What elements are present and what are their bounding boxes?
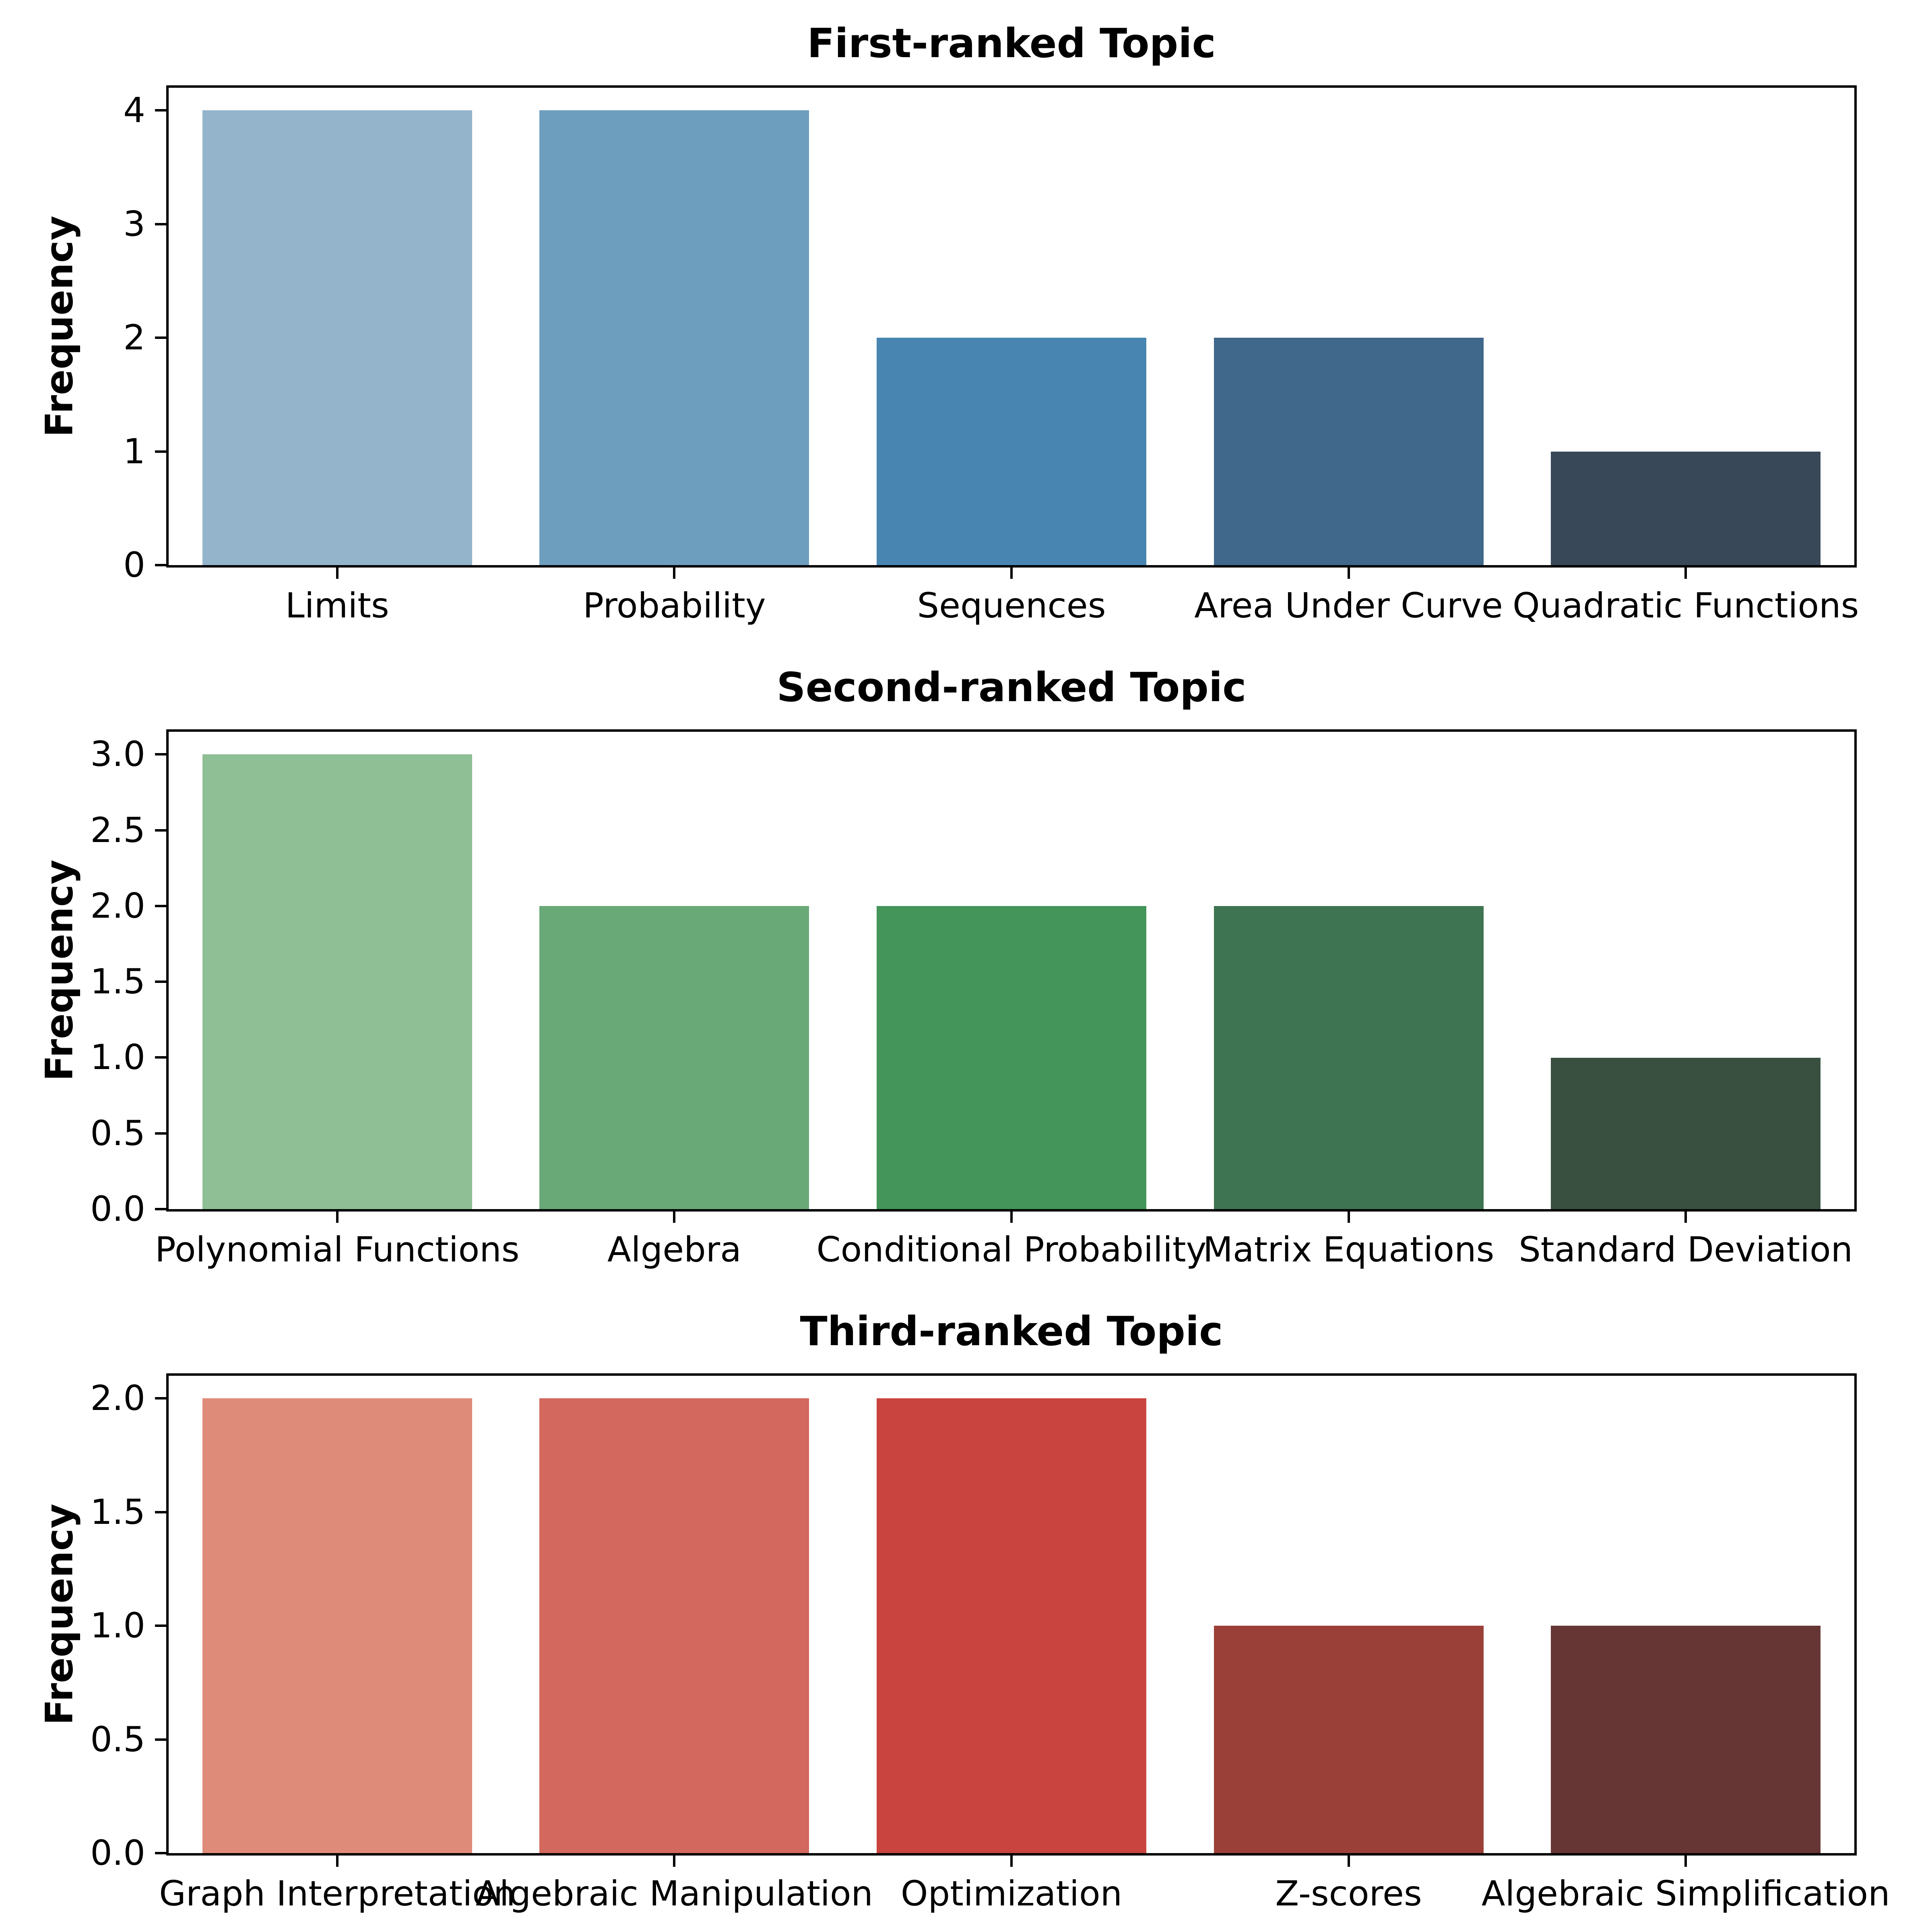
x-category-label: Sequences <box>917 586 1106 626</box>
y-tick-mark <box>155 1624 166 1627</box>
y-tick-mark <box>155 753 166 756</box>
x-tick-mark <box>673 568 676 579</box>
plot-area: 0 1 2 3 4 <box>123 85 1857 582</box>
x-category-label: Algebra <box>607 1230 741 1270</box>
x-category-label: Area Under Curve <box>1194 586 1503 626</box>
bar <box>1214 1626 1484 1853</box>
x-tick-mark <box>1010 1212 1013 1223</box>
x-tick-mark <box>1684 568 1687 579</box>
x-category-label: Graph Interpretation <box>159 1874 516 1914</box>
y-tick-label: 2.5 <box>90 810 145 850</box>
y-tick-mark <box>155 829 166 832</box>
y-tick-label: 0 <box>123 545 145 585</box>
x-category-label: Polynomial Functions <box>155 1230 520 1270</box>
bar <box>1551 1626 1821 1853</box>
plot-area: 0.0 0.5 1.0 1.5 2.0 <box>90 1373 1857 1870</box>
y-axis-label: Frequency <box>37 215 82 438</box>
bar <box>1551 1057 1821 1209</box>
y-tick-label: 1 <box>123 431 145 472</box>
x-tick-mark <box>1347 1856 1350 1867</box>
y-tick-label: 0.0 <box>90 1189 145 1229</box>
y-tick-mark <box>155 1852 166 1854</box>
bar <box>202 110 472 565</box>
y-tick-label: 3 <box>123 204 145 244</box>
y-axis-label: Frequency <box>37 859 82 1082</box>
y-tick-label: 1.0 <box>90 1037 145 1078</box>
bar <box>202 754 472 1209</box>
x-tick-mark <box>1347 1212 1350 1223</box>
chart-first-ranked-topic: First-ranked Topic Frequency 0 1 2 3 4 Limit… <box>0 0 1932 644</box>
bar <box>539 110 809 565</box>
bar <box>1214 906 1484 1209</box>
x-category-label: Optimization <box>900 1874 1123 1914</box>
x-axis-labels: Polynomial Functions Algebra Conditional P… <box>155 1228 1854 1285</box>
bar <box>876 338 1147 565</box>
y-tick-mark <box>155 564 166 566</box>
x-tick-mark <box>1684 1212 1687 1223</box>
x-category-label: Limits <box>285 586 389 626</box>
x-category-label: Standard Deviation <box>1519 1230 1853 1270</box>
y-tick-mark <box>155 904 166 907</box>
x-tick-mark <box>1684 1856 1687 1867</box>
bar <box>539 906 809 1209</box>
y-tick-mark <box>155 223 166 225</box>
y-tick-label: 1.5 <box>90 1492 145 1532</box>
x-tick-mark <box>673 1856 676 1867</box>
y-tick-label: 4 <box>123 90 145 131</box>
chart-title: First-ranked Topic <box>807 20 1216 67</box>
x-category-label: Matrix Equations <box>1203 1230 1494 1270</box>
x-category-label: Probability <box>583 586 766 626</box>
chart-title: Second-ranked Topic <box>776 664 1247 711</box>
y-tick-label: 0.5 <box>90 1113 145 1154</box>
x-tick-mark <box>673 1212 676 1223</box>
x-tick-mark <box>1010 1856 1013 1867</box>
chart-third-ranked-topic: Third-ranked Topic Frequency 0.0 0.5 1.0 1.… <box>0 1288 1932 1932</box>
bar <box>876 1398 1147 1853</box>
y-tick-mark <box>155 450 166 453</box>
y-tick-mark <box>155 1397 166 1400</box>
y-tick-mark <box>155 1132 166 1135</box>
y-tick-label: 1.0 <box>90 1606 145 1646</box>
x-tick-mark <box>336 568 339 579</box>
bar <box>876 906 1147 1209</box>
x-axis-labels: Limits Probability Sequences Area Under Cur… <box>169 584 1859 641</box>
x-tick-mark <box>336 1212 339 1223</box>
bar <box>1551 451 1821 565</box>
y-tick-label: 2 <box>123 318 145 358</box>
y-tick-mark <box>155 109 166 112</box>
y-tick-label: 2.0 <box>90 886 145 926</box>
x-tick-mark <box>1347 568 1350 579</box>
y-tick-mark <box>155 980 166 983</box>
x-category-label: Algebraic Simplification <box>1481 1874 1890 1914</box>
chart-title: Third-ranked Topic <box>800 1308 1223 1355</box>
x-tick-mark <box>1010 568 1013 579</box>
y-tick-label: 2.0 <box>90 1378 145 1419</box>
y-axis-label: Frequency <box>37 1503 82 1726</box>
y-tick-mark <box>155 1511 166 1513</box>
y-tick-label: 1.5 <box>90 962 145 1002</box>
y-tick-label: 3.0 <box>90 734 145 775</box>
y-tick-mark <box>155 336 166 339</box>
bar <box>539 1398 809 1853</box>
y-tick-label: 0.0 <box>90 1833 145 1873</box>
y-tick-mark <box>155 1738 166 1741</box>
y-tick-label: 0.5 <box>90 1719 145 1760</box>
plot-area: 0.0 0.5 1.0 1.5 2.0 2.5 3.0 <box>90 729 1857 1226</box>
x-axis-labels: Graph Interpretation Algebraic Manipulati… <box>159 1872 1890 1929</box>
bar <box>202 1398 472 1853</box>
y-tick-mark <box>155 1208 166 1210</box>
x-category-label: Quadratic Functions <box>1512 586 1859 626</box>
x-category-label: Algebraic Manipulation <box>475 1874 873 1914</box>
x-category-label: Z-scores <box>1275 1874 1422 1914</box>
x-category-label: Conditional Probability <box>816 1230 1207 1270</box>
bar <box>1214 338 1484 565</box>
x-tick-mark <box>336 1856 339 1867</box>
y-tick-mark <box>155 1056 166 1059</box>
chart-second-ranked-topic: Second-ranked Topic Frequency 0.0 0.5 1.0 1… <box>0 644 1932 1288</box>
